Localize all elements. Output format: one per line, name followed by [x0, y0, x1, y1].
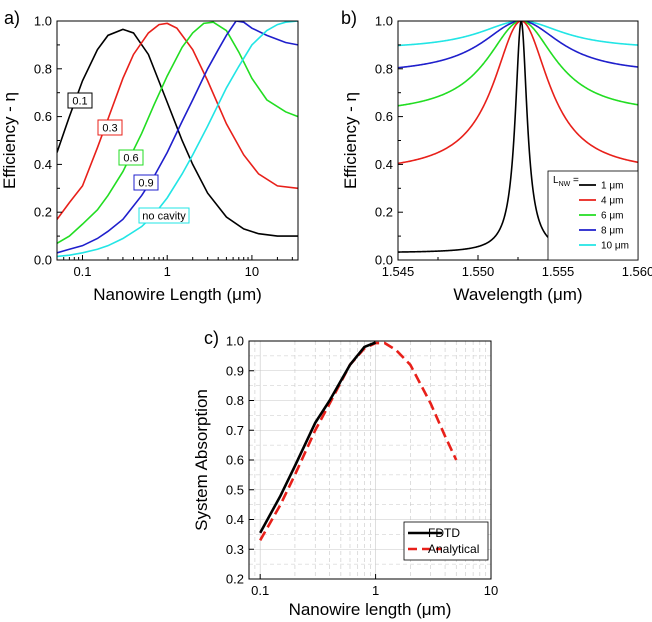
y-tick-label-c: 1.0	[226, 334, 244, 349]
y-tick-label-a: 0.8	[34, 61, 52, 76]
y-tick-label-c: 0.9	[226, 363, 244, 378]
y-tick-label-c: 0.6	[226, 453, 244, 468]
panel-label-a: a)	[4, 8, 20, 28]
series-line-a-4	[57, 21, 298, 258]
x-tick-label-b: 1.550	[462, 264, 495, 279]
x-tick-label-c: 1	[372, 583, 379, 598]
x-axis-label: Nanowire Length (μm)	[93, 285, 262, 304]
plot-area-a	[57, 21, 298, 258]
y-tick-label-a: 0.2	[34, 205, 52, 220]
series-line-b-4	[398, 21, 638, 47]
y-tick-label-c: 0.4	[226, 512, 244, 527]
x-tick-label-c: 0.1	[251, 583, 269, 598]
legend-label-b-3: 8 μm	[601, 226, 623, 237]
series-line-a-2	[57, 21, 298, 244]
legend-label-b-2: 6 μm	[601, 211, 623, 222]
series-label-box-a-1	[97, 119, 123, 136]
plot-area-c	[259, 341, 458, 541]
legend-title-b: LNW =	[553, 175, 579, 188]
y-tick-label-b: 0.8	[375, 61, 393, 76]
panel-b: b) 0.0 0.2 0.4 0.6 0.8 1.0 1.545 1.550 1.555 1.560…	[341, 8, 652, 304]
x-tick-label-b: 1.545	[382, 264, 415, 279]
y-tick-label-a: 0.4	[34, 157, 52, 172]
legend-c	[403, 521, 489, 561]
y-axis-label: Efficiency - η	[341, 92, 360, 189]
y-tick-label-c: 0.2	[226, 572, 244, 587]
x-axis-label: Wavelength (μm)	[453, 285, 582, 304]
series-label-box-a-3	[133, 174, 159, 191]
series-label-a-3: 0.9	[138, 178, 153, 190]
y-tick-label-c: 0.5	[226, 482, 244, 497]
series-label-a-2: 0.6	[123, 153, 138, 165]
x-tick-label-a: 1	[164, 264, 171, 279]
legend-label-b-0: 1 μm	[601, 181, 623, 192]
series-line-c-0	[259, 341, 377, 534]
series-label-box-a-4	[138, 207, 190, 224]
series-label-box-a-0	[67, 92, 93, 109]
y-tick-label-c: 0.8	[226, 393, 244, 408]
legend-label-b-4: 10 μm	[601, 241, 629, 252]
series-label-box-a-2	[118, 149, 144, 166]
series-label-a-1: 0.3	[102, 123, 117, 135]
x-tick-label-a: 10	[245, 264, 259, 279]
series-label-a-4: no cavity	[142, 211, 186, 223]
legend-label-c-0: FDTD	[428, 526, 460, 540]
y-tick-label-a: 0.0	[34, 253, 52, 268]
y-tick-label-b: 0.4	[375, 157, 393, 172]
y-tick-label-b: 0.2	[375, 205, 393, 220]
y-axis-label: System Absorption	[192, 389, 211, 531]
y-tick-label-c: 0.7	[226, 423, 244, 438]
panel-label-b: b)	[341, 8, 357, 28]
series-line-a-1	[57, 22, 298, 220]
series-line-b-1	[398, 21, 638, 165]
x-axis-label: Nanowire length (μm)	[289, 600, 452, 619]
plot-area-b	[398, 21, 638, 253]
series-label-a-0: 0.1	[72, 96, 87, 108]
y-axis-label: Efficiency - η	[0, 92, 19, 189]
series-line-c-1	[259, 341, 458, 541]
panel-label-c: c)	[204, 328, 219, 348]
series-line-a-0	[57, 28, 298, 237]
y-tick-label-c: 0.3	[226, 542, 244, 557]
x-tick-label-b: 1.555	[542, 264, 575, 279]
y-tick-label-a: 0.6	[34, 109, 52, 124]
panel-c: c) 0.2 0.3 0.4 0.5 0.6 0.7 0.8 0.9 1.0 0.1 1 10 Nanow…	[192, 328, 498, 619]
panel-a: a) 0.0 0.2 0.4 0.6 0.8 1.0 0.1 1 10 Nanowire Lengt…	[0, 8, 299, 304]
y-tick-label-b: 0.0	[375, 253, 393, 268]
legend-label-c-1: Analytical	[428, 542, 479, 556]
y-tick-label-b: 1.0	[375, 14, 393, 29]
x-tick-label-a: 0.1	[73, 264, 91, 279]
legend-label-b-1: 4 μm	[601, 196, 623, 207]
x-tick-label-b: 1.560	[622, 264, 652, 279]
series-line-a-3	[57, 21, 298, 254]
y-tick-label-a: 1.0	[34, 14, 52, 29]
y-tick-label-b: 0.6	[375, 109, 393, 124]
x-tick-label-c: 10	[484, 583, 498, 598]
